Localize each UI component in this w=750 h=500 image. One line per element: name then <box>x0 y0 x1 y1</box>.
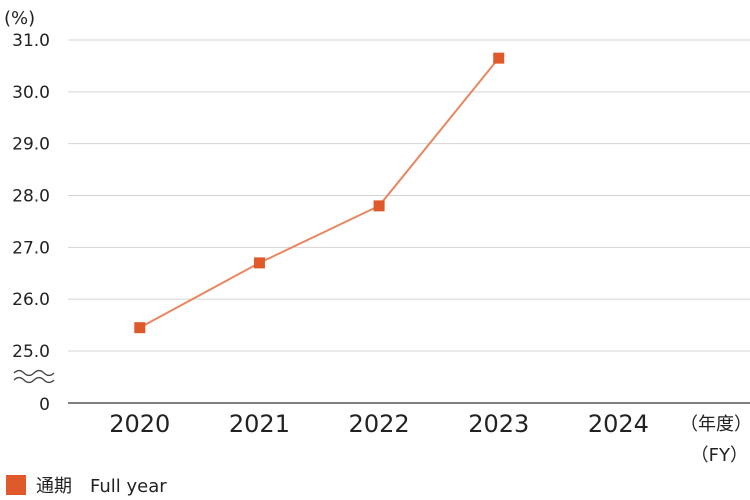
y-tick-labels: 31.0 30.0 29.0 28.0 27.0 26.0 25.0 <box>12 31 50 362</box>
data-point-marker <box>373 200 385 212</box>
x-axis-unit-fiscal-year-jp: （年度） <box>680 414 750 435</box>
data-point-marker <box>134 322 146 334</box>
x-tick-label: 2024 <box>588 410 649 438</box>
data-point-marker <box>493 52 505 64</box>
data-point-marker <box>253 257 265 269</box>
x-tick-label: 2023 <box>468 410 529 438</box>
y-tick-label: 30.0 <box>12 83 50 103</box>
y-tick-label: 29.0 <box>12 135 50 155</box>
x-tick-labels: 2020 2021 2022 2023 2024 <box>109 410 649 438</box>
x-tick-label: 2021 <box>229 410 290 438</box>
y-tick-label: 28.0 <box>12 187 50 207</box>
y-tick-label: 25.0 <box>12 342 50 362</box>
y-axis-zero-label: 0 <box>39 395 50 415</box>
series-full-year <box>134 52 505 334</box>
x-axis-unit-fy: （FY） <box>691 445 748 466</box>
y-tick-label: 31.0 <box>12 31 50 51</box>
y-axis-unit: (%) <box>4 8 35 29</box>
gridlines <box>68 39 750 352</box>
series-line <box>139 57 500 329</box>
line-chart: (%) 31.030.029.028.027.026.025.0 0 2020 2… <box>4 8 750 466</box>
legend-swatch-full-year <box>6 475 26 495</box>
x-tick-label: 2022 <box>349 410 410 438</box>
y-tick-label: 26.0 <box>12 290 50 310</box>
axis-break-icon <box>13 369 55 384</box>
legend: 通期 Full year <box>6 472 167 498</box>
legend-label-full-year: 通期 Full year <box>36 476 167 497</box>
y-tick-label: 27.0 <box>12 238 50 258</box>
x-tick-label: 2020 <box>109 410 170 438</box>
